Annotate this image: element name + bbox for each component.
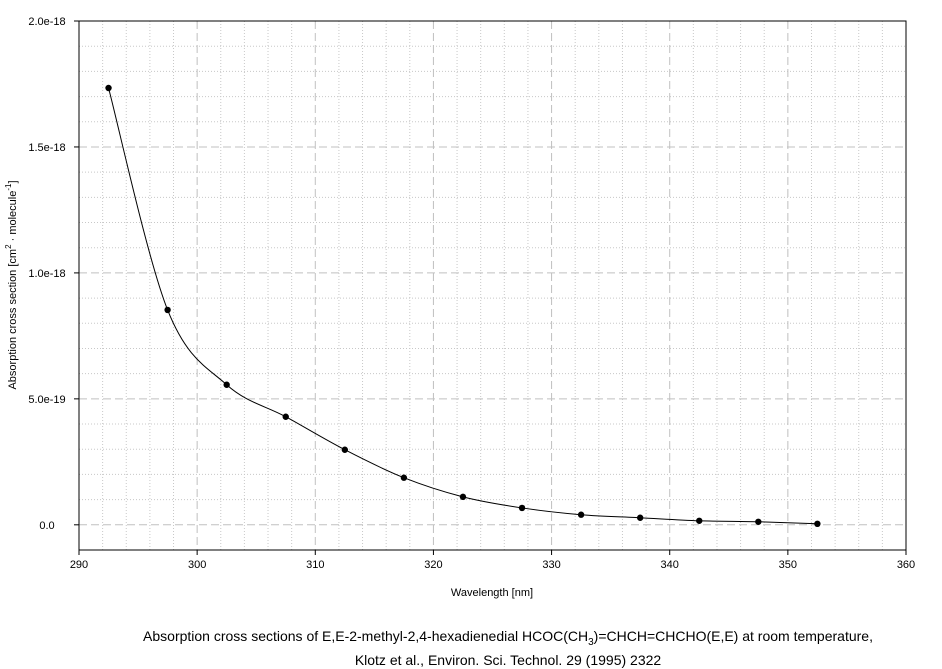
- plot-frame: [78, 20, 907, 551]
- x-tick-label: 340: [661, 559, 679, 571]
- x-tick-label: 360: [897, 559, 915, 571]
- data-line: [108, 87, 818, 525]
- x-tick-label: 330: [542, 559, 560, 571]
- data-point: [223, 381, 230, 388]
- data-point: [400, 474, 408, 481]
- data-point: [636, 514, 644, 521]
- y-label-part: Absorption cross section [cm: [7, 249, 19, 390]
- y-axis-label: Absorption cross section [cm2 · molecule…: [4, 180, 19, 389]
- data-point: [341, 446, 349, 453]
- y-tick-label: 1.0e-18: [28, 268, 65, 280]
- caption-sub: 3: [588, 637, 594, 648]
- caption-line: Klotz et al., Environ. Sci. Technol. 29 …: [355, 652, 662, 668]
- y-label-sup: 2: [4, 244, 13, 249]
- caption-line: Absorption cross sections of E,E-2-methy…: [143, 628, 873, 648]
- x-tick-label: 320: [424, 559, 442, 571]
- caption-part: )=CHCH=CHCHO(E,E) at room temperature,: [594, 628, 873, 644]
- y-tick-label: 5.0e-19: [28, 394, 65, 406]
- y-label-part: ]: [7, 180, 19, 183]
- data-point: [282, 413, 289, 420]
- caption-part: Absorption cross sections of E,E-2-methy…: [143, 628, 588, 644]
- x-tick-label: 310: [306, 559, 324, 571]
- x-tick-label: 290: [70, 559, 88, 571]
- data-point: [105, 84, 112, 92]
- data-point: [164, 306, 171, 314]
- x-tick-label: 350: [779, 559, 797, 571]
- data-point: [755, 518, 762, 525]
- data-point: [814, 520, 821, 528]
- y-tick-label: 0.0: [39, 520, 54, 532]
- x-axis-label: Wavelength [nm]: [451, 587, 533, 599]
- data-point: [459, 493, 467, 501]
- data-point: [518, 504, 526, 512]
- y-tick-label: 1.5e-18: [28, 142, 65, 154]
- x-tick-label: 300: [188, 559, 206, 571]
- y-label-part: · molecule: [7, 191, 19, 245]
- y-tick-label: 2.0e-18: [28, 16, 65, 28]
- y-label-sup: -1: [4, 183, 13, 191]
- data-point: [577, 511, 585, 518]
- data-point: [696, 517, 703, 524]
